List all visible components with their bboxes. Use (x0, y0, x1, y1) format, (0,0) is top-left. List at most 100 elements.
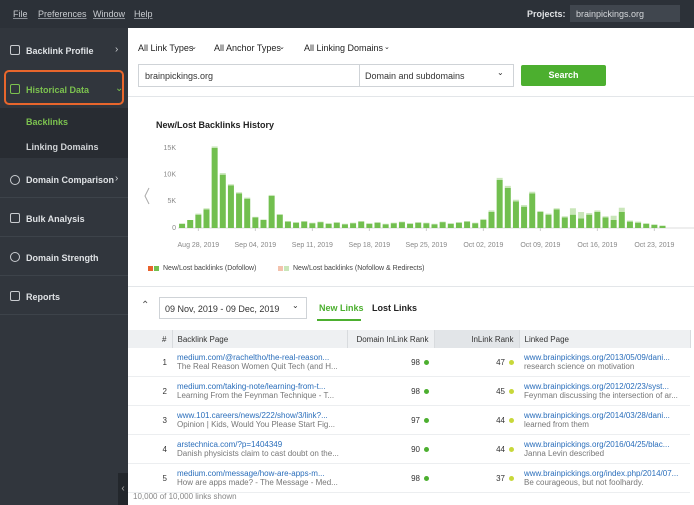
legend-swatch (278, 266, 283, 271)
linked-anchor: Janna Levin described (524, 449, 605, 458)
rank-value: 98 (411, 357, 420, 367)
nav-item[interactable]: Historical Data (26, 85, 90, 95)
linked-url[interactable]: www.brainpickings.org/2012/02/23/syst... (524, 382, 669, 391)
tab[interactable]: Lost Links (372, 303, 418, 313)
linked-anchor: Feynman discussing the intersection of a… (524, 391, 678, 400)
bar (195, 213, 202, 215)
bar (618, 212, 625, 228)
linked-anchor: research science on motivation (524, 362, 635, 371)
bar (333, 222, 340, 223)
bar (236, 192, 243, 194)
y-tick-label: 15K (164, 145, 177, 152)
search-input[interactable]: brainpickings.org (138, 64, 360, 87)
chevron: ⌄ (292, 301, 299, 310)
bar (301, 221, 308, 222)
menu-item[interactable]: Window (93, 9, 126, 19)
date-range-select[interactable]: 09 Nov, 2019 - 09 Dec, 2019 (159, 297, 307, 319)
menu-item[interactable]: Help (134, 9, 153, 19)
backlink-url[interactable]: medium.com/taking-note/learning-from-t..… (177, 382, 326, 391)
bar (219, 173, 226, 175)
legend-swatch (154, 266, 159, 271)
linked-url[interactable]: www.brainpickings.org/2016/04/25/blac... (524, 440, 670, 449)
nav-item[interactable]: Backlink Profile (26, 46, 94, 56)
rank-value: 47 (496, 357, 505, 367)
bar (537, 212, 544, 228)
bar (276, 214, 283, 215)
nav-item[interactable]: Domain Comparison (26, 175, 115, 185)
bar (203, 209, 210, 228)
backlink-url[interactable]: medium.com/message/how-are-apps-m... (177, 469, 325, 478)
bar (390, 223, 397, 228)
bar (219, 174, 226, 228)
rank-value: 90 (411, 444, 420, 454)
bar (284, 221, 291, 228)
bar (586, 214, 593, 228)
submenu-item[interactable]: Linking Domains (26, 142, 99, 152)
backlink-url[interactable]: arstechnica.com/?p=1404349 (177, 440, 283, 449)
bar (211, 148, 218, 228)
bar (488, 212, 495, 228)
bar (195, 214, 202, 228)
bar (602, 217, 609, 228)
linked-anchor: learned from them (524, 420, 589, 429)
bar (236, 193, 243, 228)
column-header: # (128, 330, 173, 348)
filter-dropdown[interactable]: All Anchor Types (214, 43, 281, 53)
footer-count: 10,000 of 10,000 links shown (133, 492, 237, 501)
x-tick-label: Sep 04, 2019 (235, 242, 277, 249)
backlink-url[interactable]: medium.com/@racheltho/the-real-reason... (177, 353, 330, 362)
backlink-url[interactable]: www.101.careers/news/222/show/3/link?... (177, 411, 328, 420)
bar (252, 217, 259, 228)
linked-url[interactable]: www.brainpickings.org/2013/05/09/dani... (524, 353, 670, 362)
bar (423, 223, 430, 228)
bar (651, 224, 658, 225)
collapse-icon[interactable]: ⌃ (141, 300, 150, 311)
bar (358, 221, 365, 222)
bar (512, 199, 519, 202)
chevron: ⌄ (384, 44, 390, 51)
legend-swatch (284, 266, 289, 271)
linked-page-cell: www.brainpickings.org/2013/05/09/dani...… (519, 348, 690, 377)
bar (341, 223, 348, 225)
icon (10, 175, 20, 185)
rank-value: 97 (411, 415, 420, 425)
column-header: InLink Rank (434, 330, 520, 348)
bar (268, 196, 275, 228)
project-select[interactable]: brainpickings.org (570, 5, 680, 22)
nav-item[interactable]: Domain Strength (26, 253, 99, 263)
bar (398, 221, 405, 223)
filter-dropdown[interactable]: All Linking Domains (304, 43, 384, 53)
search-button[interactable]: Search (521, 65, 606, 86)
linked-anchor: Be courageous, but not foolhardy. (524, 478, 644, 487)
menu-item[interactable]: Preferences (38, 9, 87, 19)
submenu-item[interactable]: Backlinks (26, 117, 69, 127)
tab-active[interactable]: New Links (319, 303, 364, 313)
bar (626, 220, 633, 222)
filter-dropdown[interactable]: All Link Types (138, 43, 194, 53)
bar (602, 216, 609, 218)
inlink-rank: 44 (434, 405, 519, 435)
linked-url[interactable]: www.brainpickings.org/index.php/2014/07.… (524, 469, 679, 478)
scope-select[interactable]: Domain and subdomains (359, 64, 514, 87)
collapse-button[interactable]: ‹ (118, 473, 128, 505)
domain-inlink-rank: 98 (347, 376, 434, 406)
chevron: ⌄ (279, 44, 285, 51)
bar (659, 225, 666, 226)
bar (374, 222, 381, 228)
x-tick-label: Sep 11, 2019 (292, 242, 333, 249)
linked-url[interactable]: www.brainpickings.org/2014/03/28/dani... (524, 411, 670, 420)
nav-item[interactable]: Bulk Analysis (26, 214, 85, 224)
divider (0, 275, 128, 276)
prev-arrow[interactable] (144, 187, 150, 205)
bar (553, 209, 560, 228)
menu-item[interactable]: File (13, 9, 28, 19)
table-row: 3 www.101.careers/news/222/show/3/link?..… (128, 405, 690, 435)
bar (496, 180, 503, 228)
bar (651, 224, 658, 228)
nav-item[interactable]: Reports (26, 292, 61, 302)
rank-dot (424, 417, 429, 423)
bar (553, 208, 560, 210)
bar (252, 216, 259, 218)
icon (10, 45, 20, 55)
